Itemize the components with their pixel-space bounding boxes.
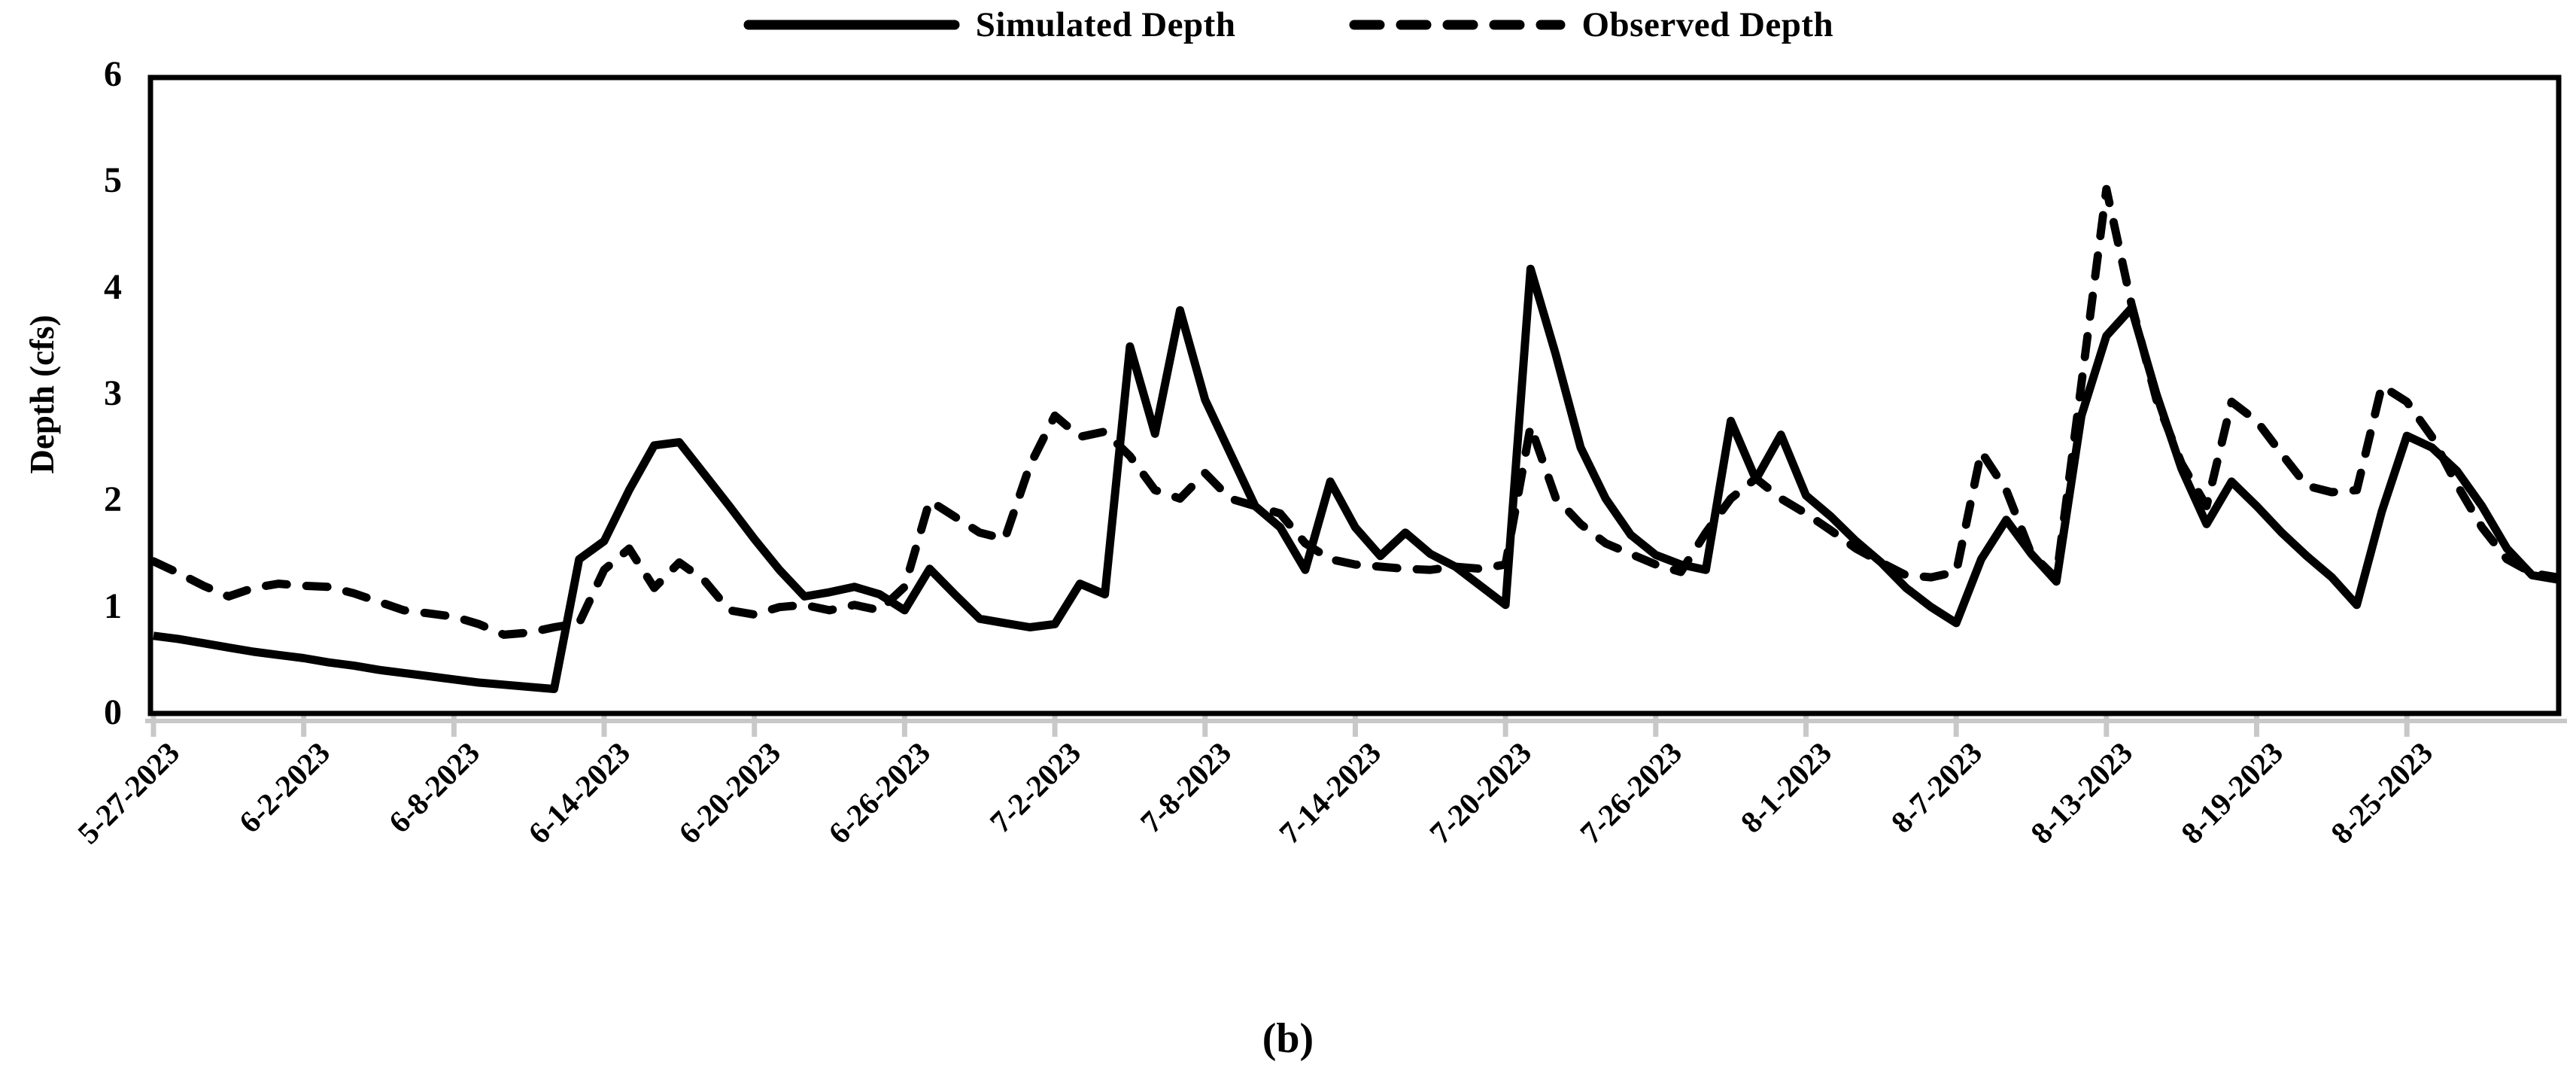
- dashed-line-swatch-icon: [1349, 20, 1566, 30]
- y-tick-label: 0: [104, 692, 122, 732]
- y-tick-label: 3: [104, 373, 122, 413]
- legend-item-observed: Observed Depth: [1348, 5, 1833, 45]
- y-tick-label: 5: [104, 160, 122, 201]
- figure-caption: (b): [1262, 1015, 1314, 1062]
- series-line-dashed: [149, 184, 2562, 639]
- legend-label-observed: Observed Depth: [1581, 5, 1834, 44]
- solid-line-swatch-icon: [743, 20, 960, 30]
- legend-label-simulated: Simulated Depth: [975, 5, 1236, 44]
- y-tick-label: 4: [104, 266, 122, 307]
- series-line-solid: [153, 264, 2558, 693]
- data-series: [149, 184, 2562, 693]
- legend-item-simulated: Simulated Depth: [743, 5, 1236, 45]
- legend: Simulated Depth Observed Depth: [0, 5, 2576, 45]
- y-tick-label: 1: [104, 586, 122, 626]
- y-tick-label: 6: [104, 54, 122, 94]
- x-axis-ticks: [150, 716, 2410, 737]
- plot-border: [147, 75, 2562, 716]
- y-tick-label: 2: [104, 479, 122, 520]
